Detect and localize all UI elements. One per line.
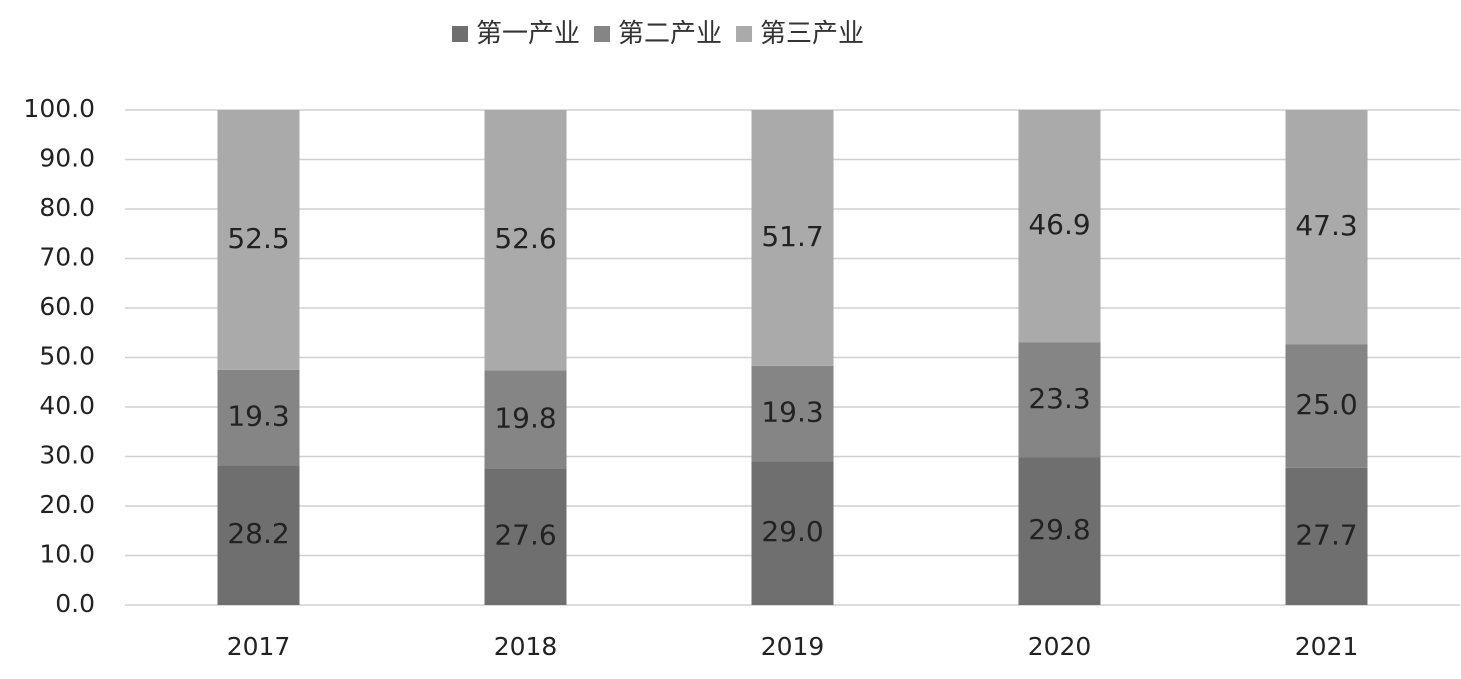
data-label: 19.3 [227, 400, 289, 433]
y-tick-label: 100.0 [23, 94, 95, 123]
data-label: 47.3 [1295, 209, 1357, 242]
data-label: 19.8 [494, 401, 556, 434]
bar-segment [751, 365, 834, 462]
legend-swatch [594, 26, 611, 42]
bar-segment [1018, 342, 1101, 458]
bar-segment [1018, 110, 1101, 343]
data-label: 27.7 [1295, 518, 1357, 551]
bar-segment [484, 370, 567, 469]
legend-label: 第二产业 [618, 19, 722, 49]
y-tick-label: 40.0 [39, 391, 95, 420]
y-tick-label: 0.0 [55, 589, 95, 618]
data-label: 29.8 [1028, 513, 1090, 546]
y-tick-label: 10.0 [39, 540, 95, 569]
bar-segment [217, 369, 300, 466]
bar-segment [217, 110, 300, 370]
x-tick-label: 2017 [227, 632, 291, 661]
x-tick-label: 2021 [1295, 632, 1359, 661]
bar-segment [1285, 467, 1368, 605]
y-tick-label: 80.0 [39, 193, 95, 222]
y-tick-label: 20.0 [39, 490, 95, 519]
bar-segment [484, 110, 567, 371]
bar-segment [751, 461, 834, 605]
legend-label: 第三产业 [760, 19, 864, 49]
bar-segment [1018, 457, 1101, 605]
y-tick-label: 50.0 [39, 342, 95, 371]
legend-swatch [452, 26, 468, 42]
data-label: 52.5 [227, 222, 289, 255]
data-label: 51.7 [761, 220, 823, 253]
data-label: 28.2 [227, 517, 289, 550]
bar-segment [751, 110, 834, 366]
data-label: 25.0 [1295, 388, 1357, 421]
x-tick-label: 2019 [761, 632, 825, 661]
bar-segment [1285, 344, 1368, 468]
data-label: 23.3 [1028, 382, 1090, 415]
bar-segment [217, 465, 300, 605]
data-label: 52.6 [494, 222, 556, 255]
data-label: 19.3 [761, 396, 823, 429]
legend-label: 第一产业 [476, 19, 580, 49]
y-tick-label: 90.0 [39, 144, 95, 173]
data-label: 46.9 [1028, 208, 1090, 241]
bar-segment [1285, 110, 1368, 345]
x-tick-label: 2020 [1028, 632, 1092, 661]
y-tick-label: 70.0 [39, 243, 95, 272]
y-tick-label: 30.0 [39, 441, 95, 470]
data-label: 29.0 [761, 515, 823, 548]
x-tick-label: 2018 [494, 632, 558, 661]
bar-segment [484, 468, 567, 605]
data-label: 27.6 [494, 519, 556, 552]
legend-swatch [736, 26, 753, 42]
y-tick-label: 60.0 [39, 292, 95, 321]
